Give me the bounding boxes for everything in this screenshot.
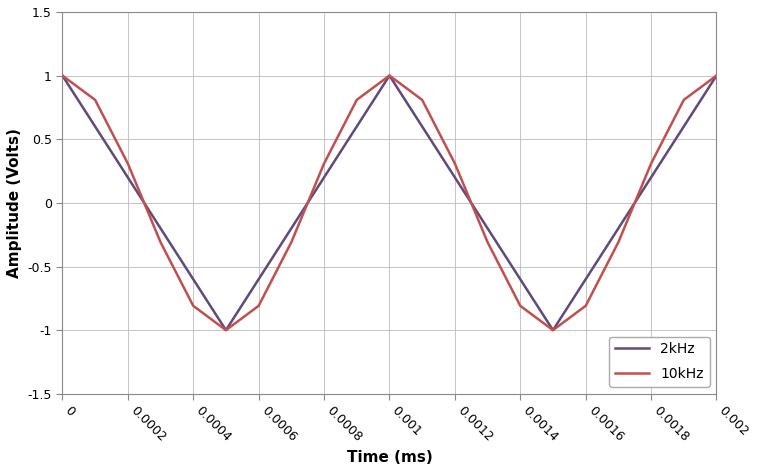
10kHz [647, 160, 656, 166]
10kHz [483, 239, 492, 245]
10kHz [156, 239, 165, 245]
10kHz [418, 97, 427, 103]
10kHz [450, 160, 459, 166]
2kHz [58, 73, 67, 78]
10kHz [614, 239, 623, 245]
Line: 2kHz: 2kHz [62, 76, 716, 330]
10kHz [189, 303, 198, 309]
10kHz [549, 327, 558, 333]
2kHz [385, 73, 394, 78]
Line: 10kHz: 10kHz [62, 76, 716, 330]
2kHz [549, 327, 558, 333]
10kHz [221, 327, 230, 333]
10kHz [385, 73, 394, 78]
Y-axis label: Amplitude (Volts): Amplitude (Volts) [7, 128, 22, 278]
10kHz [679, 97, 688, 103]
10kHz [581, 303, 590, 309]
10kHz [287, 239, 296, 245]
10kHz [352, 97, 362, 103]
2kHz [221, 327, 230, 333]
10kHz [320, 160, 329, 166]
10kHz [254, 303, 263, 309]
10kHz [515, 303, 525, 309]
2kHz [712, 73, 721, 78]
X-axis label: Time (ms): Time (ms) [346, 450, 432, 465]
10kHz [90, 97, 99, 103]
10kHz [58, 73, 67, 78]
10kHz [124, 160, 133, 166]
10kHz [712, 73, 721, 78]
Legend: 2kHz, 10kHz: 2kHz, 10kHz [609, 337, 709, 387]
